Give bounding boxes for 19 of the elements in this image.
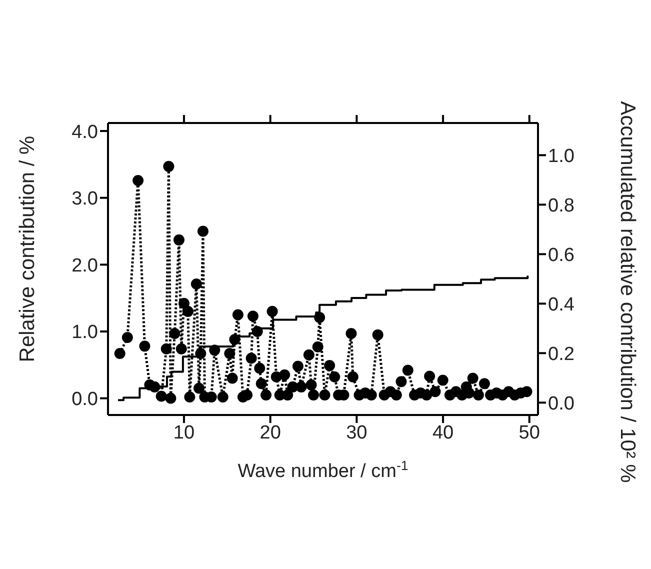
y2-tick-label: 0.2 xyxy=(548,344,574,365)
y2-axis-title: Accumulated relative contribution / 10² % xyxy=(616,101,640,483)
y-tick-label: 0.0 xyxy=(72,389,98,410)
y2-tick-label: 0.0 xyxy=(548,393,574,414)
x-tick-label: 40 xyxy=(432,422,454,444)
y-tick-label: 1.0 xyxy=(72,322,98,344)
x-tick-label: 30 xyxy=(346,422,368,444)
y-tick-label: 2.0 xyxy=(72,255,98,276)
y-tick-label: 4.0 xyxy=(72,122,98,143)
x-tick-label: 20 xyxy=(260,422,281,444)
y2-tick-label: 0.4 xyxy=(548,294,575,316)
x-axis-title: Wave number / cm$^{-1}$ xyxy=(238,458,408,482)
y2-tick-label: 0.8 xyxy=(548,195,574,216)
y2-tick-label: 0.6 xyxy=(548,244,574,266)
y-axis-title: Relative contribution / % xyxy=(16,136,39,362)
y-tick-label: 3.0 xyxy=(72,188,98,210)
x-tick-label: 10 xyxy=(173,422,195,444)
x-tick-label: 50 xyxy=(518,422,540,444)
y2-tick-label: 1.0 xyxy=(548,146,574,167)
